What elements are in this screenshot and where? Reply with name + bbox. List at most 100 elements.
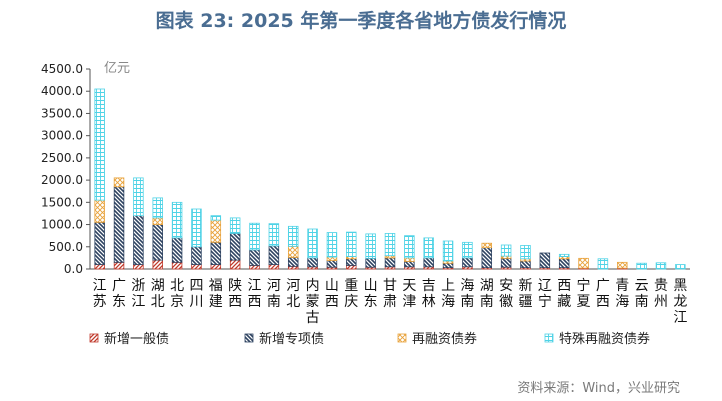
y-tick-label: 3000.0	[41, 129, 83, 143]
category-label: 四	[189, 278, 203, 294]
category-label: 湖	[151, 278, 165, 294]
bar-segment	[636, 262, 647, 270]
category-label: 湖	[480, 278, 494, 294]
category-label: 云	[635, 278, 649, 294]
bar-segment	[597, 258, 609, 270]
category-label: 西	[248, 294, 262, 310]
bar-segment	[94, 88, 105, 201]
category-label: 海	[615, 294, 629, 310]
chart-title: 图表 23: 2025 年第一季度各省地方债发行情况	[155, 10, 567, 32]
bar-segment	[326, 232, 338, 258]
bar-segment	[287, 257, 299, 267]
category-label: 西	[557, 278, 571, 294]
category-label: 江	[673, 310, 687, 326]
category-label: 川	[189, 294, 203, 310]
category-label: 天	[402, 278, 416, 294]
bar-segment	[94, 221, 105, 265]
bar-segment	[558, 253, 570, 257]
category-label: 古	[306, 310, 320, 326]
category-label: 南	[635, 294, 649, 310]
bar-segment	[210, 215, 222, 221]
category-label: 新	[518, 278, 532, 294]
category-label: 州	[654, 294, 668, 310]
bar-segment	[94, 264, 105, 270]
bar-segment	[617, 261, 628, 269]
legend: 新增一般债 新增专项债 再融资债券 特殊再融资债券	[89, 331, 650, 347]
category-label: 河	[286, 278, 300, 294]
legend-swatch	[244, 333, 254, 343]
category-label: 西	[325, 294, 339, 310]
category-label: 浙	[131, 278, 145, 294]
y-tick-label: 3500.0	[41, 106, 83, 120]
bar-segment	[462, 257, 473, 268]
category-label: 宁	[538, 293, 552, 310]
category-label: 夏	[577, 294, 591, 310]
bar-segment	[191, 264, 202, 270]
bar-segment	[404, 235, 415, 259]
bar-segment	[191, 208, 202, 248]
category-label: 海	[441, 294, 455, 310]
y-tick-label: 4500.0	[41, 62, 83, 76]
bar-segment	[268, 264, 280, 270]
bar-segment	[539, 252, 551, 269]
legend-label: 新增专项债	[259, 331, 324, 347]
bar-segment	[249, 249, 260, 266]
legend-label: 再融资债券	[412, 331, 477, 347]
bar-segment	[307, 257, 318, 268]
bar-segment	[346, 231, 357, 257]
bar-segment	[249, 265, 260, 270]
category-label: 山	[364, 278, 378, 294]
bar-segment	[249, 222, 260, 251]
bar-segment	[210, 241, 222, 265]
bar-segment	[481, 242, 493, 249]
bar-segment	[655, 262, 667, 270]
category-label: 贵	[654, 278, 668, 294]
category-label: 庆	[344, 294, 358, 310]
bar-segment	[287, 245, 299, 258]
bar-segment	[229, 217, 241, 234]
bar-segment	[558, 258, 570, 269]
axes: 0.0 500.0 1000.0 1500.0 2000.0 2500.0 3000.0 35…	[41, 62, 690, 276]
bar-segment	[346, 265, 357, 270]
category-label: 龙	[673, 294, 687, 310]
y-tick-label: 1500.0	[41, 195, 83, 209]
bar-segment	[423, 257, 434, 268]
bar-segment	[152, 224, 163, 261]
category-label: 苏	[93, 294, 107, 310]
category-label: 津	[402, 294, 416, 310]
bar-segment	[423, 237, 434, 259]
y-tick-label: 1000.0	[41, 218, 83, 232]
bar-segment	[520, 260, 531, 269]
bar-segment	[675, 264, 686, 270]
bar-segment	[442, 240, 454, 262]
legend-swatch	[544, 333, 554, 343]
bar-segment	[133, 215, 144, 265]
category-label: 徽	[499, 294, 513, 310]
category-label: 黑	[673, 278, 687, 294]
bar-segment	[365, 257, 376, 268]
bar-segment	[481, 247, 493, 269]
bar-segment	[404, 261, 415, 268]
bar-segment	[326, 256, 338, 261]
bar-segment	[500, 244, 512, 257]
bar-segment	[191, 246, 202, 265]
category-label: 北	[151, 294, 165, 310]
category-label: 东	[112, 294, 126, 310]
legend-swatch	[89, 333, 99, 343]
category-label: 肃	[383, 294, 397, 310]
bar-segment	[578, 257, 589, 269]
bar-segment	[404, 257, 415, 262]
bar-segment	[346, 258, 357, 266]
y-unit-label: 亿元	[104, 61, 130, 76]
category-label: 北	[170, 278, 184, 294]
category-label: 青	[615, 278, 629, 294]
bar-segment	[210, 219, 222, 243]
category-label: 北	[286, 294, 300, 310]
category-label: 海	[460, 278, 474, 294]
y-tick-label: 2000.0	[41, 173, 83, 187]
category-label: 安	[499, 278, 513, 294]
category-label: 甘	[383, 278, 397, 294]
category-label: 南	[267, 294, 281, 310]
bar-segment	[152, 197, 163, 219]
